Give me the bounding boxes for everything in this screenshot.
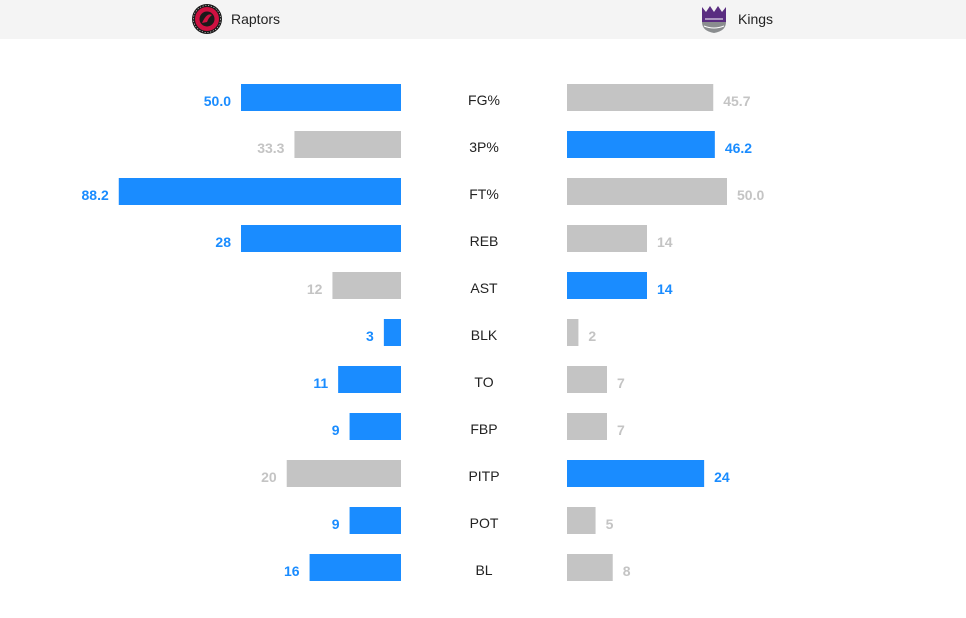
home-value-3p: 33.3	[257, 140, 284, 156]
stat-label-reb: REB	[470, 233, 499, 249]
away-bar-pot	[567, 507, 596, 534]
home-bar-bl	[309, 554, 401, 581]
away-team-name: Kings	[738, 11, 774, 27]
away-bar-blk	[567, 319, 579, 346]
home-bar-fg	[241, 84, 401, 111]
stat-label-bl: BL	[475, 562, 492, 578]
stat-label-pitp: PITP	[468, 468, 499, 484]
away-value-blk: 2	[588, 328, 596, 344]
away-value-pot: 5	[606, 516, 614, 532]
away-value-3p: 46.2	[725, 140, 752, 156]
home-bar-3p	[294, 131, 401, 158]
home-value-bl: 16	[284, 563, 300, 579]
stat-label-ft: FT%	[469, 186, 499, 202]
away-value-pitp: 24	[714, 469, 730, 485]
away-value-bl: 8	[623, 563, 631, 579]
stat-label-fbp: FBP	[470, 421, 497, 437]
teams-header: Raptors Kings	[0, 0, 966, 39]
stat-label-blk: BLK	[471, 327, 498, 343]
home-bar-fbp	[349, 413, 401, 440]
home-value-to: 11	[313, 375, 328, 391]
away-value-ast: 14	[657, 281, 673, 297]
away-bar-to	[567, 366, 607, 393]
stat-label-pot: POT	[470, 515, 499, 531]
stat-label-ast: AST	[470, 280, 498, 296]
stat-label-to: TO	[474, 374, 493, 390]
home-team[interactable]: Raptors	[191, 4, 280, 34]
away-bar-fbp	[567, 413, 607, 440]
home-value-ast: 12	[307, 281, 323, 297]
home-value-pitp: 20	[261, 469, 277, 485]
home-bar-ast	[332, 272, 401, 299]
home-value-fbp: 9	[332, 422, 340, 438]
away-value-fbp: 7	[617, 422, 625, 438]
away-value-fg: 45.7	[723, 93, 750, 109]
home-value-reb: 28	[215, 234, 231, 250]
stat-label-fg: FG%	[468, 92, 500, 108]
away-bar-pitp	[567, 460, 705, 487]
home-value-blk: 3	[366, 328, 374, 344]
home-bar-pitp	[286, 460, 401, 487]
away-value-to: 7	[617, 375, 625, 391]
home-bar-to	[338, 366, 401, 393]
away-bar-ast	[567, 272, 647, 299]
home-team-name: Raptors	[231, 11, 281, 27]
away-bar-reb	[567, 225, 647, 252]
home-value-pot: 9	[332, 516, 340, 532]
home-bar-reb	[241, 225, 401, 252]
kings-logo-icon	[702, 6, 726, 33]
raptors-logo-icon	[192, 4, 222, 34]
away-team[interactable]: Kings	[698, 4, 773, 34]
home-bar-ft	[118, 178, 401, 205]
home-bar-blk	[383, 319, 401, 346]
home-bar-pot	[349, 507, 401, 534]
away-bar-fg	[567, 84, 714, 111]
away-bar-3p	[567, 131, 715, 158]
away-bar-bl	[567, 554, 613, 581]
home-value-ft: 88.2	[82, 187, 109, 203]
stat-label-3p: 3P%	[469, 139, 499, 155]
away-bar-ft	[567, 178, 727, 205]
home-value-fg: 50.0	[204, 93, 231, 109]
away-value-ft: 50.0	[737, 187, 764, 203]
away-value-reb: 14	[657, 234, 673, 250]
